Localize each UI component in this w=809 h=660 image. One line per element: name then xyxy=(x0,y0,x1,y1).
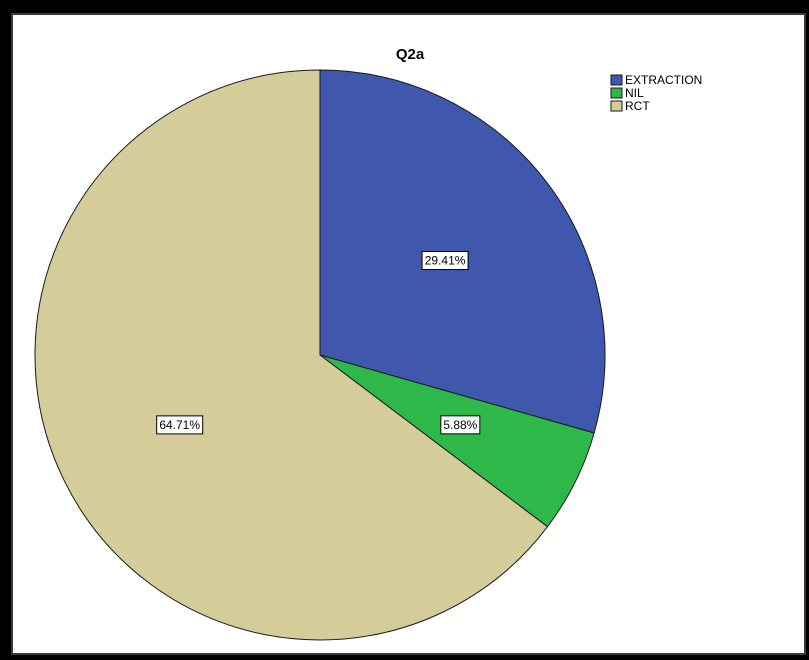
legend-item-extraction: EXTRACTION xyxy=(610,73,702,87)
legend-label: NIL xyxy=(625,86,644,100)
legend-swatch xyxy=(610,87,623,99)
data-label-box xyxy=(440,415,481,435)
legend-label: EXTRACTION xyxy=(625,73,702,87)
legend-label: RCT xyxy=(625,99,650,113)
data-label-box xyxy=(421,251,469,271)
data-label-nil: 5.88% xyxy=(440,415,481,435)
data-label-extraction: 29.41% xyxy=(421,251,469,271)
pie-slices xyxy=(34,69,606,641)
legend-swatch xyxy=(610,100,623,112)
chart-title: Q2a xyxy=(396,46,425,63)
data-label-text: 29.41% xyxy=(425,254,466,268)
legend-item-rct: RCT xyxy=(610,99,650,113)
data-labels: 29.41% 5.88% 64.71% xyxy=(156,251,481,435)
pie-slice-rct xyxy=(34,69,549,641)
legend-item-nil: NIL xyxy=(610,86,644,100)
data-label-text: 5.88% xyxy=(443,418,477,432)
data-label-box xyxy=(156,415,204,435)
legend-swatch xyxy=(610,74,623,86)
data-label-text: 64.71% xyxy=(159,418,200,432)
data-label-rct: 64.71% xyxy=(156,415,204,435)
